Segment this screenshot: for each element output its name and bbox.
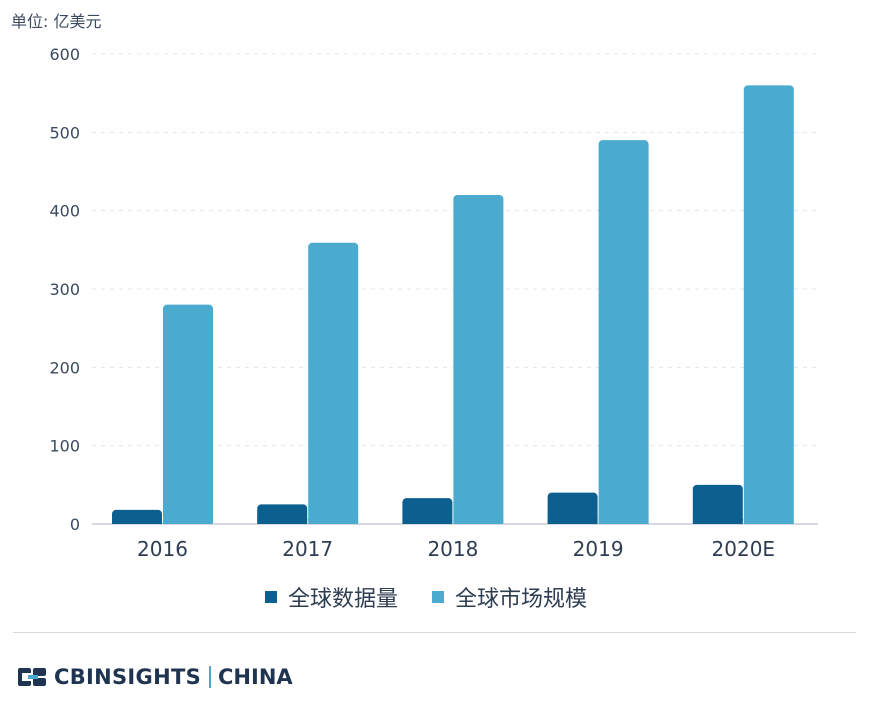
bar-market-size bbox=[453, 195, 504, 524]
legend: 全球数据量 全球市场规模 bbox=[0, 580, 876, 614]
bar-base bbox=[163, 519, 213, 524]
bar-market-size bbox=[598, 140, 649, 524]
legend-swatch-series-1 bbox=[265, 591, 277, 603]
bar-base bbox=[743, 519, 794, 524]
bar-base bbox=[598, 519, 649, 524]
bar-base bbox=[453, 519, 504, 524]
brand-separator bbox=[209, 666, 212, 688]
legend-item-series-1: 全球数据量 bbox=[265, 580, 398, 614]
unit-label: 单位: 亿美元 bbox=[11, 12, 102, 31]
bar-data-volume bbox=[692, 484, 743, 524]
y-tick-label: 400 bbox=[49, 202, 80, 221]
y-tick-label: 300 bbox=[49, 280, 80, 299]
x-tick-label: 2019 bbox=[573, 537, 624, 561]
bar-base bbox=[692, 519, 743, 524]
bar-base bbox=[547, 519, 598, 524]
y-tick-label: 0 bbox=[70, 515, 80, 534]
bar-base bbox=[112, 519, 162, 524]
y-tick-label: 500 bbox=[49, 123, 80, 142]
bar-data-volume bbox=[402, 498, 453, 524]
bar-market-size bbox=[308, 242, 359, 525]
bar-chart: 0 100 200 300 400 500 600 2016 2017 2018 2019 2020E bbox=[49, 45, 818, 561]
brand-logo: CBINSIGHTS CHINA bbox=[18, 663, 293, 691]
legend-swatch-series-2 bbox=[432, 591, 444, 603]
bar-market-size bbox=[743, 85, 794, 524]
y-tick-label: 600 bbox=[49, 45, 80, 64]
x-tick-label: 2017 bbox=[282, 537, 333, 561]
x-tick-label: 2016 bbox=[137, 537, 188, 561]
bar-base bbox=[402, 519, 453, 524]
bar-base bbox=[308, 519, 359, 524]
legend-label-series-2: 全球市场规模 bbox=[455, 587, 588, 612]
bar-base bbox=[257, 519, 308, 524]
legend-label-series-1: 全球数据量 bbox=[288, 587, 399, 612]
legend-item-series-2: 全球市场规模 bbox=[432, 580, 587, 614]
x-tick-label: 2020E bbox=[712, 537, 776, 561]
y-tick-label: 200 bbox=[49, 358, 80, 377]
cb-logo-icon bbox=[18, 668, 46, 686]
brand-name: CBINSIGHTS bbox=[54, 665, 202, 689]
x-tick-label: 2018 bbox=[427, 537, 478, 561]
brand-region: CHINA bbox=[218, 665, 293, 689]
bar-data-volume bbox=[547, 492, 598, 524]
bar-market-size bbox=[163, 304, 213, 524]
footer-divider bbox=[13, 632, 856, 633]
y-tick-label: 100 bbox=[49, 437, 80, 456]
